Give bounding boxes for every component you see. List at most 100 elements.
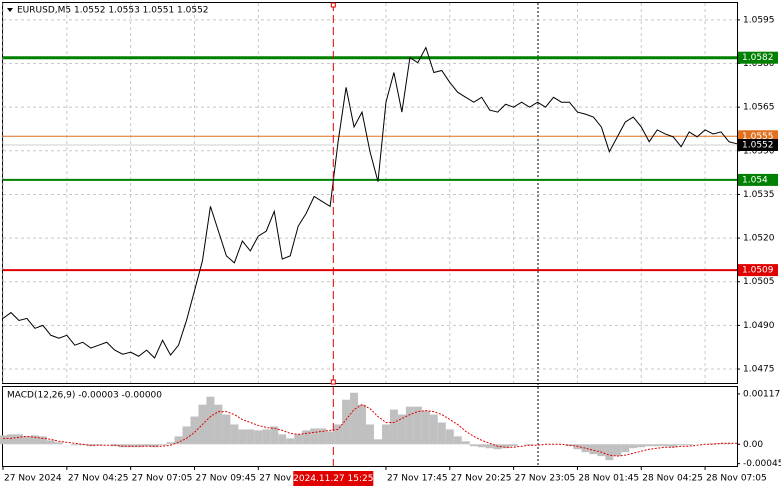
macd-bar [342,399,351,445]
y-tick-label: 1.0580 [743,59,775,69]
level-label: 1.0582 [742,53,774,63]
menu-arrow[interactable] [7,8,13,12]
macd-bar [445,429,454,445]
macd-bar [278,434,287,445]
macd-bar [238,429,247,445]
macd-bar [46,440,55,445]
macd-bar [310,428,319,445]
macd-bar [38,436,47,445]
macd-bar [302,430,311,445]
macd-bar [605,444,614,461]
level-label-box [738,173,778,186]
macd-bar [94,444,103,446]
y-tick-label: 0.00117 [743,389,780,399]
macd-bar [477,444,486,448]
y-tick-label: 1.0535 [743,190,775,200]
y-tick-label: -0.00045 [743,459,781,469]
macd-bar [142,444,151,447]
macd-bar [262,429,271,445]
macd-bar [397,414,406,445]
level-label: 1.0555 [742,132,774,142]
macd-bar [413,406,422,445]
macd-bar [485,444,494,449]
macd-bar [509,444,518,447]
macd-bar [453,436,462,445]
y-tick-label: 1.0520 [743,234,775,244]
macd-bar [14,434,23,445]
macd-bar [661,444,670,447]
macd-bar [254,430,263,445]
macd-bar [166,442,175,445]
cursor-label: 2024.11.27 15:25 [293,474,373,484]
macd-bar [373,439,382,445]
macd-bar [565,444,574,447]
macd-bar [286,438,295,445]
macd-bar [469,444,478,447]
macd-bar [358,404,367,445]
chart-title: EURUSD,M5 1.0552 1.0553 1.0551 1.0552 [17,6,209,16]
x-tick-label: 28 Nov 04:25 [642,474,703,484]
main-panel [2,2,738,384]
macd-bar [190,416,199,445]
y-tick-label: 1.0565 [743,103,775,113]
level-label-box [738,51,778,64]
y-tick-label: 1.0475 [743,365,775,375]
macd-bar [246,429,255,445]
macd-panel [2,386,738,467]
macd-bar [294,434,303,445]
macd-bar [405,406,414,445]
x-tick-label: 27 Nov 17:45 [387,474,448,484]
y-tick-label: 1.0490 [743,321,775,331]
macd-bar [437,422,446,445]
macd-bar [389,409,398,445]
macd-bar [182,426,191,445]
macd-bar [230,424,239,445]
y-tick-label: 1.0595 [743,15,775,25]
level-label-box [738,264,778,277]
macd-bar [326,431,335,445]
level-label: 1.054 [742,175,768,185]
macd-bar [653,444,662,447]
x-tick-label: 27 Nov 2024 [4,474,62,484]
macd-bar [589,444,598,455]
macd-bar [270,426,279,445]
macd-bar [334,424,343,445]
macd-bar [429,414,438,445]
last-price-box [738,138,778,151]
x-tick-label: 27 Nov 23:05 [515,474,576,484]
macd-bar [669,444,678,448]
macd-bar [366,424,374,445]
x-tick-label: 27 Nov 09:45 [195,474,256,484]
macd-bar [501,444,510,449]
macd-bar [158,444,167,446]
macd-bar [30,435,39,445]
cursor-marker [330,379,336,385]
y-tick-label: 0.00 [743,440,763,450]
x-tick-label: 28 Nov 07:05 [706,474,767,484]
price-line [2,46,738,359]
x-tick-label: 27 Nov 20:25 [451,474,512,484]
macd-bar [421,410,430,445]
x-tick-label: 27 Nov 07:05 [132,474,193,484]
macd-bar [621,444,630,453]
macd-bar [709,443,718,445]
macd-title: MACD(12,26,9) -0.00003 -0.00000 [7,391,162,401]
signal-line [3,404,737,457]
macd-bar [629,444,638,449]
macd-bar [0,435,7,445]
macd-bar [613,444,622,457]
macd-bar [597,444,606,457]
x-tick-label: 28 Nov 01:45 [578,474,639,484]
macd-bar [206,396,215,445]
cursor-marker [330,2,336,8]
macd-bar [126,444,135,448]
macd-bar [70,444,79,446]
macd-bar [581,444,590,453]
macd-bar [222,414,231,445]
x-tick-label: 27 Nov [259,474,292,484]
macd-bar [350,392,359,445]
y-tick-label: 1.0550 [743,146,775,156]
macd-bar [54,442,63,445]
